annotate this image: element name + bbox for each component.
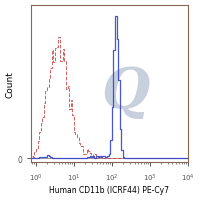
Y-axis label: Count: Count [6,71,15,97]
X-axis label: Human CD11b (ICRF44) PE-Cy7: Human CD11b (ICRF44) PE-Cy7 [49,186,169,194]
Text: Q: Q [101,65,149,119]
